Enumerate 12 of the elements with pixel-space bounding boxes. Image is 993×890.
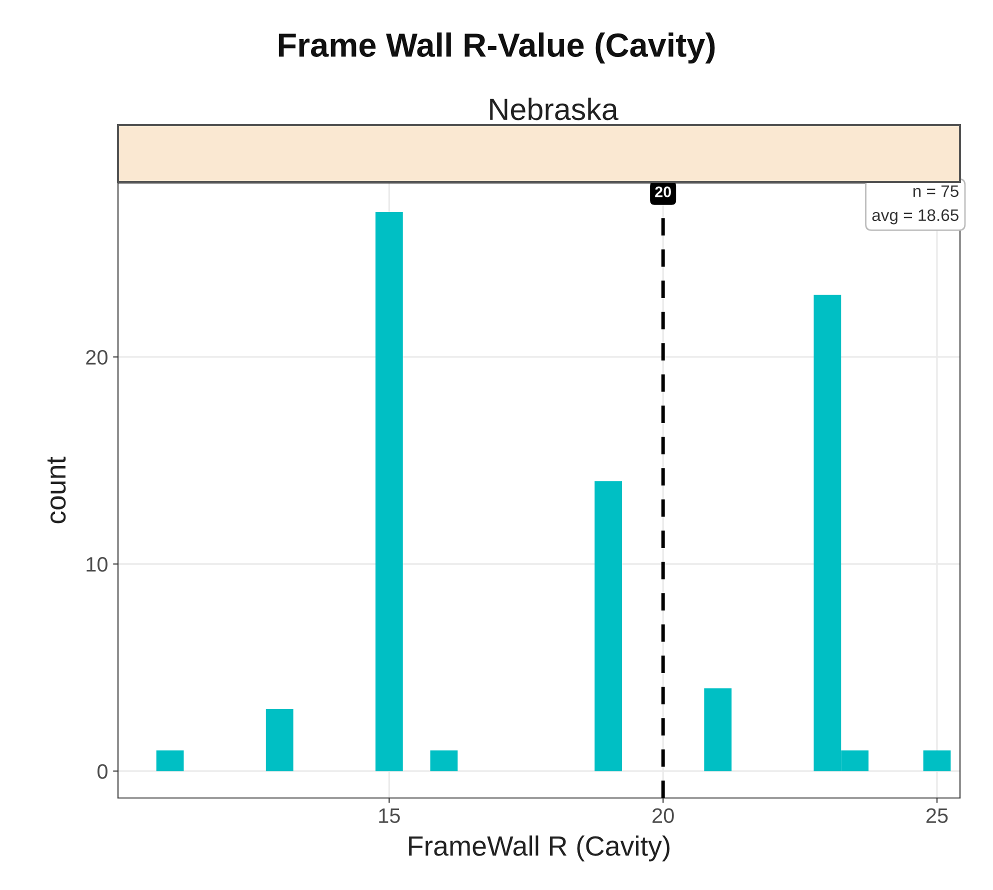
y-tick-label: 0 <box>98 764 108 779</box>
y-tick-label: 10 <box>86 557 108 572</box>
annotation: n = 75 avg = 18.65 <box>872 185 958 224</box>
chart-title: Frame Wall R-Value (Cavity) <box>278 32 715 64</box>
x-tick-label: 25 <box>926 808 948 824</box>
chart-subtitle: Nebraska <box>490 98 618 120</box>
x-tick-label: 20 <box>652 808 674 824</box>
ref-line-label: 20 <box>655 186 671 198</box>
y-tick-label: 20 <box>86 350 108 365</box>
x-tick-label: 15 <box>379 808 400 824</box>
x-axis-title: FrameWall R (Cavity) <box>409 835 670 862</box>
y-axis-title: count <box>47 456 66 524</box>
